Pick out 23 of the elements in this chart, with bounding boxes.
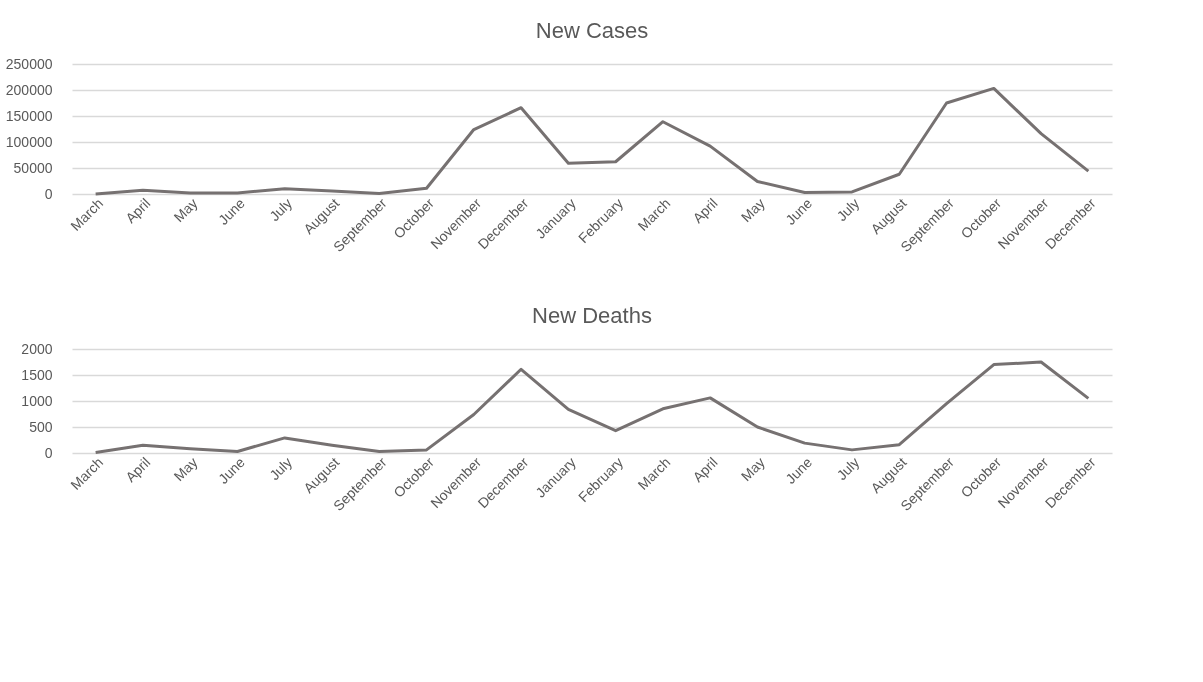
chart-title: New Cases (535, 18, 649, 43)
y-tick-label: 1500 (21, 366, 53, 383)
y-tick-label: 0 (44, 185, 53, 202)
line-series (94, 360, 1090, 454)
y-tick-label: 100000 (5, 133, 53, 150)
chart-title: New Deaths (532, 303, 652, 328)
y-tick-label: 50000 (13, 159, 53, 176)
x-tick-label: May (170, 454, 201, 485)
y-tick-label: 0 (44, 444, 53, 461)
y-tick-label: 1000 (21, 392, 53, 409)
y-tick-label: 200000 (5, 81, 53, 98)
x-tick-label: July (833, 195, 863, 225)
x-tick-label: May (737, 454, 768, 485)
y-tick-label: 500 (29, 418, 53, 435)
y-tick-label: 2000 (21, 340, 53, 357)
x-tick-label: May (170, 195, 201, 226)
x-tick-label: July (833, 454, 863, 484)
y-tick-label: 250000 (5, 55, 53, 72)
x-tick-label: July (266, 195, 296, 225)
x-tick-label: July (266, 454, 296, 484)
y-tick-label: 150000 (5, 107, 53, 124)
line-series (94, 86, 1090, 196)
x-tick-label: May (737, 195, 768, 226)
